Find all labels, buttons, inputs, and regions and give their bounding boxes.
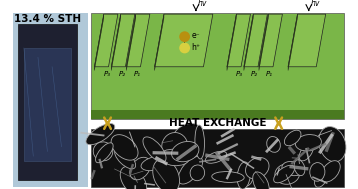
Ellipse shape: [267, 136, 280, 152]
Polygon shape: [244, 14, 267, 67]
Text: P₃: P₃: [236, 70, 243, 77]
Text: P₁: P₁: [266, 70, 273, 77]
Polygon shape: [155, 14, 213, 67]
Ellipse shape: [173, 124, 201, 147]
Ellipse shape: [284, 130, 301, 146]
Polygon shape: [126, 14, 136, 70]
Ellipse shape: [171, 142, 199, 162]
FancyBboxPatch shape: [91, 110, 344, 119]
Polygon shape: [259, 14, 268, 70]
Polygon shape: [259, 14, 282, 67]
Text: e⁻: e⁻: [191, 31, 200, 40]
Polygon shape: [111, 14, 135, 67]
Ellipse shape: [141, 155, 171, 171]
Ellipse shape: [205, 151, 227, 163]
Text: P₁: P₁: [134, 70, 141, 77]
Polygon shape: [126, 14, 150, 67]
Text: hv: hv: [198, 0, 207, 9]
Polygon shape: [227, 14, 236, 70]
Text: HEAT EXCHANGE: HEAT EXCHANGE: [169, 118, 266, 128]
FancyBboxPatch shape: [91, 129, 344, 187]
Polygon shape: [155, 14, 164, 70]
Ellipse shape: [159, 149, 189, 166]
Ellipse shape: [162, 132, 188, 161]
Polygon shape: [111, 14, 121, 70]
Circle shape: [180, 32, 189, 41]
Ellipse shape: [246, 157, 269, 179]
Ellipse shape: [111, 135, 138, 160]
Text: 13.4 % STH: 13.4 % STH: [14, 14, 81, 24]
Ellipse shape: [143, 137, 166, 162]
FancyBboxPatch shape: [24, 48, 71, 161]
Polygon shape: [227, 14, 251, 67]
Ellipse shape: [130, 157, 150, 180]
Polygon shape: [95, 14, 104, 70]
Text: P₃: P₃: [104, 70, 111, 77]
Ellipse shape: [93, 142, 113, 161]
Ellipse shape: [310, 163, 325, 181]
Ellipse shape: [96, 143, 113, 163]
Ellipse shape: [274, 165, 295, 183]
Text: hv: hv: [311, 0, 320, 9]
Ellipse shape: [299, 143, 313, 161]
FancyBboxPatch shape: [91, 13, 344, 119]
Circle shape: [180, 43, 189, 53]
Ellipse shape: [115, 149, 136, 169]
Ellipse shape: [321, 161, 340, 182]
Ellipse shape: [153, 159, 180, 189]
Ellipse shape: [178, 156, 203, 184]
Ellipse shape: [275, 164, 300, 184]
Ellipse shape: [190, 165, 205, 181]
Text: h⁺: h⁺: [191, 43, 200, 52]
Ellipse shape: [86, 124, 115, 145]
Ellipse shape: [237, 162, 251, 189]
Polygon shape: [288, 14, 326, 67]
Ellipse shape: [295, 135, 321, 151]
Ellipse shape: [282, 161, 304, 176]
Ellipse shape: [212, 172, 244, 182]
Text: P₂: P₂: [119, 70, 126, 77]
Ellipse shape: [315, 172, 327, 187]
Ellipse shape: [195, 125, 204, 159]
Ellipse shape: [319, 127, 346, 162]
FancyBboxPatch shape: [18, 24, 77, 180]
Ellipse shape: [294, 160, 305, 176]
Ellipse shape: [120, 166, 147, 189]
Polygon shape: [95, 14, 118, 67]
Polygon shape: [288, 14, 297, 70]
Text: P₂: P₂: [251, 70, 258, 77]
Ellipse shape: [253, 172, 269, 189]
FancyBboxPatch shape: [13, 13, 88, 187]
Polygon shape: [244, 14, 253, 70]
Ellipse shape: [237, 168, 253, 187]
